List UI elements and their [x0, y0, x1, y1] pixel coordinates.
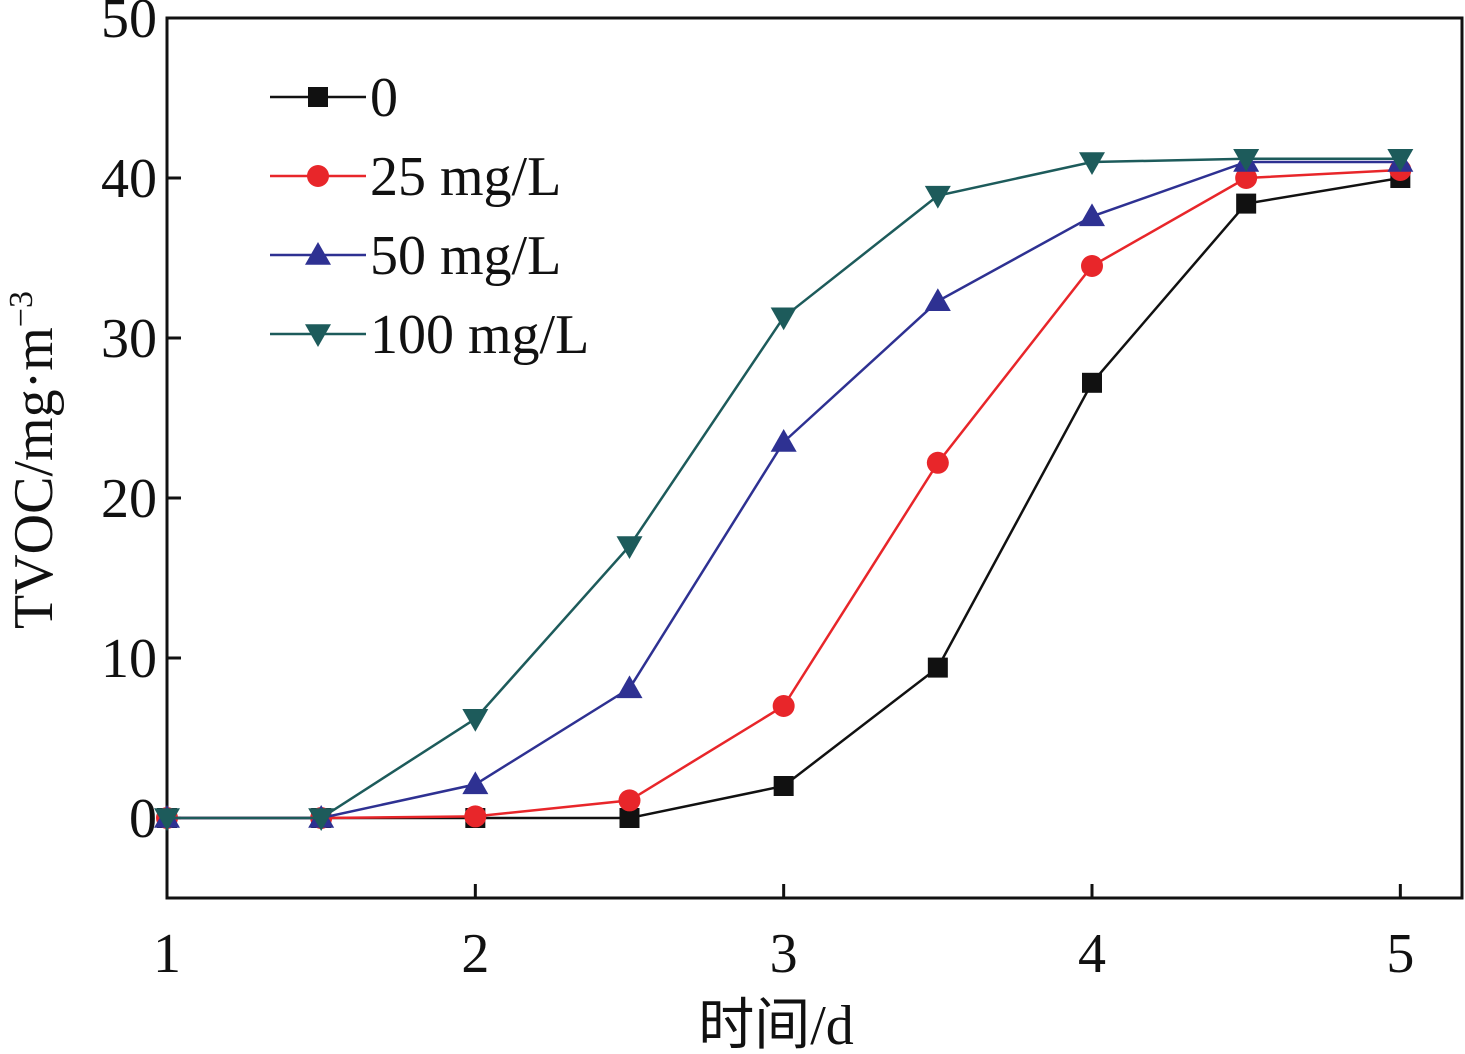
series-1 — [156, 159, 1412, 829]
series-0 — [157, 168, 1411, 828]
y-tick-label: 20 — [101, 468, 157, 530]
legend-label: 0 — [370, 67, 398, 129]
legend-marker — [308, 87, 328, 107]
data-point — [770, 429, 797, 452]
plot-border — [165, 16, 1464, 900]
legend-item-0: 0 — [270, 67, 398, 129]
data-point — [619, 808, 640, 828]
axis-titles: 时间/d TVOC/mg·m−3 — [3, 291, 854, 1054]
x-tick-label: 1 — [153, 923, 181, 985]
series-3 — [154, 149, 1414, 831]
legend-marker — [307, 165, 329, 187]
x-tick-label: 3 — [770, 923, 798, 985]
y-axis-title-superscript: −3 — [3, 291, 40, 327]
y-axis-title-main: TVOC/mg·m — [3, 327, 65, 629]
series-line — [167, 168, 1401, 820]
data-point — [927, 657, 948, 678]
data-point — [1081, 255, 1103, 277]
y-tick-label: 0 — [129, 788, 157, 850]
data-point — [464, 805, 487, 828]
x-tick-label: 5 — [1386, 923, 1414, 985]
y-tick-label: 40 — [101, 148, 157, 210]
legend-item-1: 25 mg/L — [270, 146, 561, 208]
series-line — [167, 157, 1401, 820]
x-axis-title: 时间/d — [698, 995, 854, 1054]
legend-item-3: 100 mg/L — [270, 304, 589, 366]
series-2 — [154, 149, 1414, 828]
data-point — [616, 675, 643, 699]
data-point — [773, 776, 794, 796]
data-point — [1082, 372, 1102, 393]
y-tick-label: 50 — [101, 0, 157, 50]
data-point — [308, 808, 335, 831]
legend-item-2: 50 mg/L — [270, 225, 561, 287]
data-point — [1235, 167, 1258, 189]
data-point — [1079, 152, 1105, 175]
axis-ticks: 0 10 20 30 40 50 1 2 3 4 5 — [101, 0, 1414, 985]
legend: 0 25 mg/L 50 mg/L 100 mg/L — [270, 67, 589, 366]
legend-label: 100 mg/L — [370, 304, 589, 366]
series-line — [167, 160, 1401, 820]
data-point — [616, 536, 643, 559]
x-tick-label: 4 — [1078, 923, 1106, 985]
x-tick-label: 2 — [461, 923, 489, 985]
data-point — [1079, 203, 1105, 227]
data-point — [1387, 149, 1414, 172]
data-point — [924, 185, 951, 209]
data-point — [770, 307, 797, 331]
legend-label: 25 mg/L — [370, 146, 561, 208]
data-point — [618, 789, 641, 812]
series-line — [167, 176, 1401, 820]
plot-frame — [165, 16, 1464, 900]
data-point — [1233, 149, 1260, 172]
data-point — [924, 288, 951, 311]
data-point — [926, 451, 949, 474]
legend-marker — [305, 242, 331, 265]
legend-label: 50 mg/L — [370, 225, 561, 287]
series-group — [154, 149, 1414, 831]
data-point — [462, 709, 489, 732]
y-axis-title: TVOC/mg·m−3 — [3, 291, 65, 629]
data-point — [462, 771, 489, 795]
data-point — [1236, 193, 1257, 214]
y-tick-label: 10 — [101, 628, 157, 690]
y-tick-label: 30 — [101, 308, 157, 370]
data-point — [772, 695, 795, 717]
legend-marker — [305, 324, 331, 347]
data-point — [154, 808, 180, 831]
